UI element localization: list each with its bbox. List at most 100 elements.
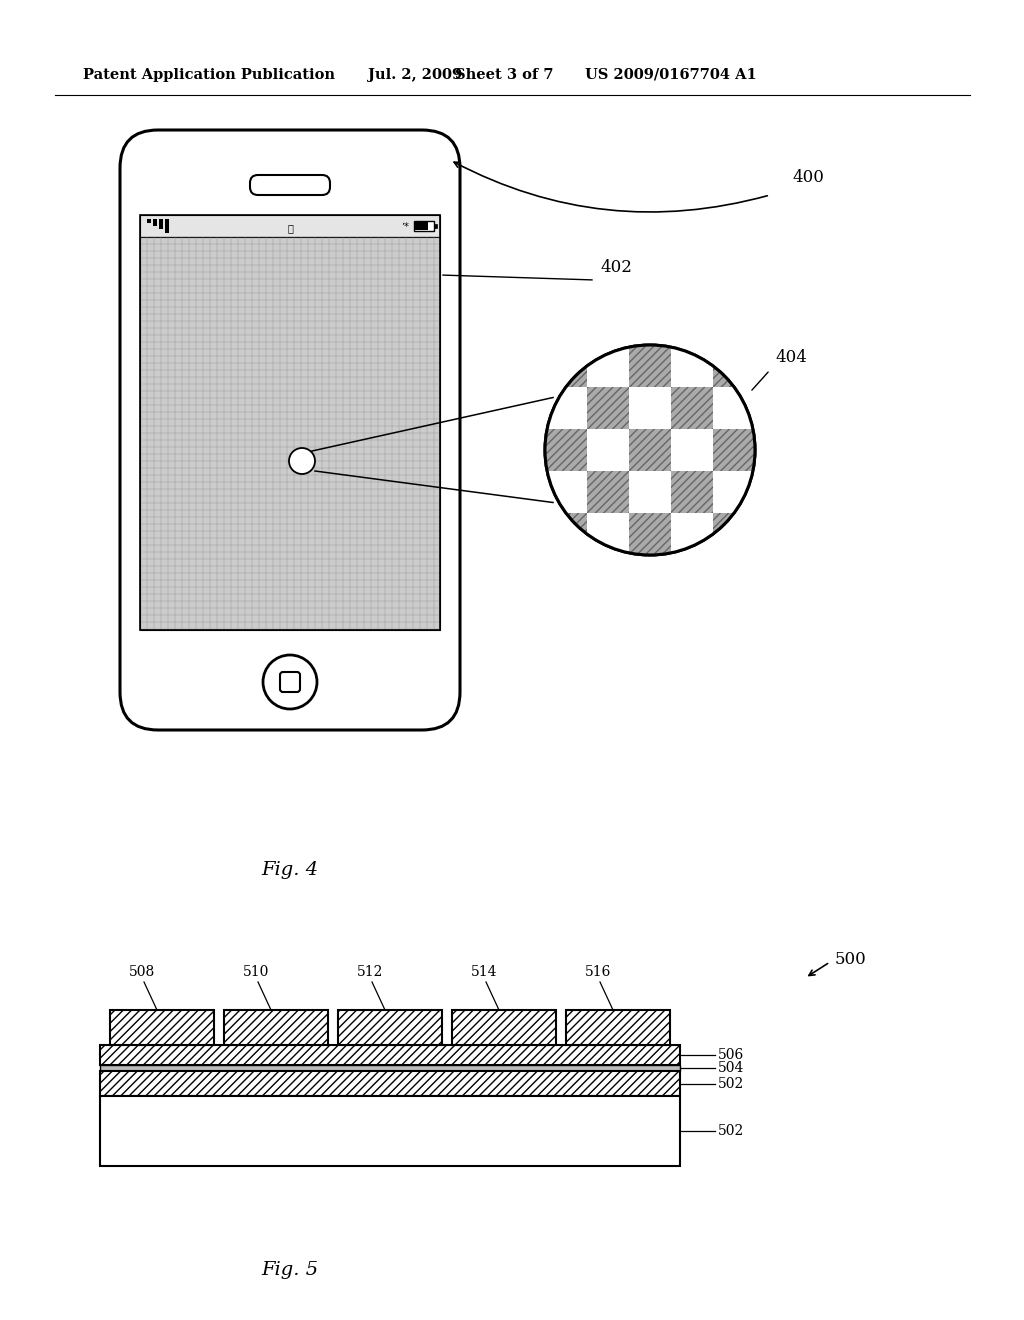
Bar bbox=[140, 215, 440, 630]
Text: 〜: 〜 bbox=[287, 223, 293, 234]
Bar bbox=[797, 597, 839, 639]
Bar bbox=[797, 345, 839, 387]
Bar bbox=[100, 1065, 680, 1071]
Bar bbox=[587, 554, 629, 597]
Bar bbox=[159, 219, 163, 228]
Bar bbox=[545, 345, 587, 387]
Bar bbox=[587, 429, 629, 471]
Bar bbox=[671, 554, 713, 597]
Bar bbox=[755, 387, 797, 429]
Bar bbox=[587, 471, 629, 513]
Bar bbox=[755, 597, 797, 639]
Bar bbox=[671, 513, 713, 554]
Bar bbox=[797, 513, 839, 554]
Text: Fig. 5: Fig. 5 bbox=[261, 1261, 318, 1279]
Bar bbox=[338, 1010, 442, 1045]
Bar bbox=[629, 471, 671, 513]
Bar bbox=[671, 471, 713, 513]
Bar bbox=[100, 1071, 680, 1096]
Text: 506: 506 bbox=[718, 1048, 744, 1063]
Bar bbox=[629, 513, 671, 554]
Bar bbox=[671, 471, 713, 513]
Bar bbox=[713, 345, 755, 387]
Bar bbox=[545, 513, 587, 554]
Text: Jul. 2, 2009: Jul. 2, 2009 bbox=[368, 69, 462, 82]
Bar bbox=[224, 1010, 328, 1045]
Text: 500: 500 bbox=[835, 952, 866, 969]
Bar bbox=[629, 345, 671, 387]
Bar bbox=[713, 513, 755, 554]
Bar bbox=[545, 429, 587, 471]
Bar bbox=[755, 554, 797, 597]
Bar bbox=[713, 597, 755, 639]
Bar bbox=[797, 554, 839, 597]
Bar bbox=[545, 597, 587, 639]
Text: Patent Application Publication: Patent Application Publication bbox=[83, 69, 335, 82]
Bar bbox=[797, 429, 839, 471]
Bar bbox=[165, 219, 169, 234]
Text: 516: 516 bbox=[585, 965, 611, 979]
Bar bbox=[545, 429, 587, 471]
Bar bbox=[713, 429, 755, 471]
Bar bbox=[587, 471, 629, 513]
Text: ʼ*: ʼ* bbox=[401, 222, 409, 232]
Text: US 2009/0167704 A1: US 2009/0167704 A1 bbox=[585, 69, 757, 82]
Bar bbox=[797, 471, 839, 513]
Text: 504: 504 bbox=[718, 1061, 744, 1074]
Bar bbox=[545, 387, 587, 429]
Bar bbox=[797, 513, 839, 554]
Bar bbox=[545, 345, 587, 387]
Bar bbox=[415, 222, 428, 230]
Bar bbox=[566, 1010, 670, 1045]
Bar bbox=[797, 387, 839, 429]
Text: 508: 508 bbox=[129, 965, 155, 979]
Bar bbox=[629, 513, 671, 554]
Text: Sheet 3 of 7: Sheet 3 of 7 bbox=[455, 69, 554, 82]
Bar bbox=[100, 1096, 680, 1166]
Bar bbox=[755, 554, 797, 597]
Bar bbox=[153, 219, 157, 226]
Bar bbox=[629, 345, 671, 387]
Bar bbox=[671, 429, 713, 471]
Bar bbox=[713, 554, 755, 597]
Bar bbox=[545, 554, 587, 597]
Bar bbox=[629, 429, 671, 471]
Bar bbox=[671, 387, 713, 429]
Text: 400: 400 bbox=[792, 169, 824, 186]
FancyBboxPatch shape bbox=[250, 176, 330, 195]
Bar bbox=[755, 387, 797, 429]
FancyBboxPatch shape bbox=[120, 129, 460, 730]
Bar bbox=[587, 387, 629, 429]
Bar bbox=[629, 387, 671, 429]
Bar bbox=[713, 597, 755, 639]
Bar bbox=[671, 554, 713, 597]
Bar bbox=[797, 429, 839, 471]
Bar bbox=[587, 513, 629, 554]
Bar bbox=[147, 219, 151, 223]
Bar bbox=[671, 597, 713, 639]
Bar bbox=[671, 345, 713, 387]
Bar bbox=[755, 429, 797, 471]
Bar bbox=[713, 345, 755, 387]
Bar bbox=[755, 471, 797, 513]
Bar bbox=[713, 513, 755, 554]
Bar bbox=[140, 215, 440, 238]
Circle shape bbox=[289, 447, 315, 474]
Bar bbox=[713, 429, 755, 471]
Text: 502: 502 bbox=[718, 1077, 744, 1090]
Text: 502: 502 bbox=[718, 1125, 744, 1138]
Bar bbox=[713, 471, 755, 513]
Text: 514: 514 bbox=[471, 965, 498, 979]
Bar bbox=[587, 345, 629, 387]
Bar bbox=[587, 387, 629, 429]
Bar bbox=[755, 345, 797, 387]
Bar bbox=[587, 554, 629, 597]
Bar bbox=[629, 429, 671, 471]
Bar bbox=[414, 220, 434, 231]
Bar bbox=[629, 597, 671, 639]
Bar bbox=[140, 238, 440, 630]
Text: 402: 402 bbox=[600, 260, 632, 276]
Text: 404: 404 bbox=[775, 350, 807, 367]
Text: Fig. 4: Fig. 4 bbox=[261, 861, 318, 879]
Bar bbox=[629, 554, 671, 597]
